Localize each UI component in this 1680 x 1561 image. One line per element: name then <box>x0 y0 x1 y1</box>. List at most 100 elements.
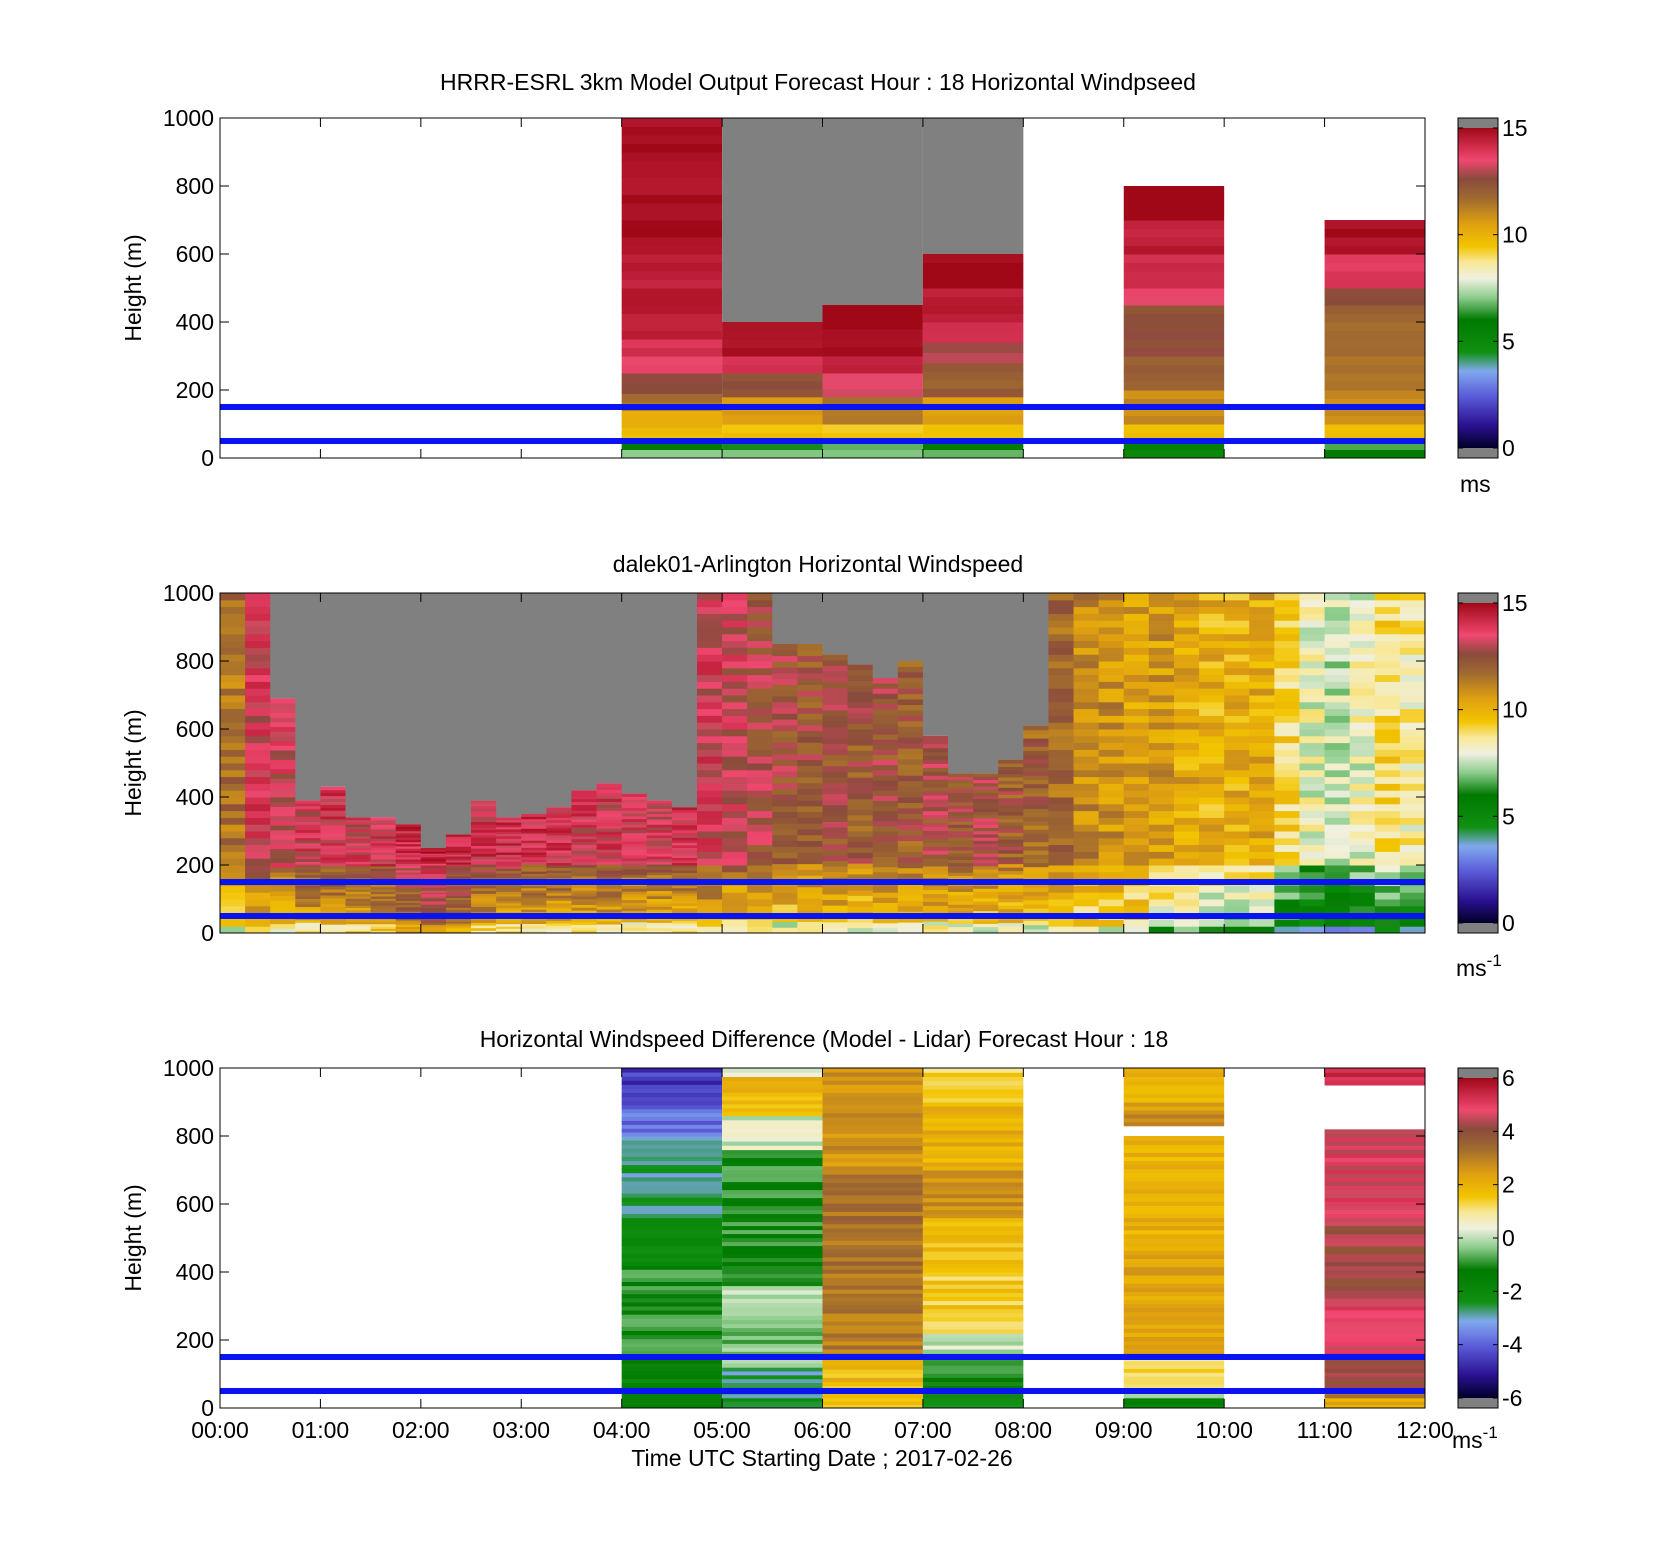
heatmap-cell <box>596 804 623 808</box>
heatmap-cell <box>696 742 723 750</box>
heatmap-cell <box>822 1325 923 1330</box>
heatmap-cell <box>797 742 823 749</box>
heatmap-cell <box>1173 667 1200 676</box>
heatmap-cell <box>1173 593 1200 601</box>
heatmap-cell <box>872 922 899 929</box>
heatmap-cell <box>922 810 949 816</box>
heatmap-cell <box>1324 1269 1425 1275</box>
heatmap-cell <box>872 851 899 857</box>
heatmap-cell <box>521 930 547 934</box>
heatmap-cell <box>1374 681 1401 689</box>
heatmap-cell <box>320 862 347 867</box>
heatmap-cell <box>521 828 547 832</box>
heatmap-cell <box>747 817 773 825</box>
heatmap-cell <box>621 1100 723 1106</box>
heatmap-cell <box>897 720 924 727</box>
heatmap-cell <box>747 640 773 648</box>
heatmap-cell <box>897 786 924 793</box>
heatmap-cell <box>571 850 598 854</box>
heatmap-cell <box>445 899 472 902</box>
heatmap-cell <box>671 860 698 864</box>
heatmap-cell <box>1148 919 1175 927</box>
heatmap-cell <box>496 819 522 823</box>
heatmap-cell <box>496 891 522 895</box>
heatmap-cell <box>370 854 397 858</box>
heatmap-cell <box>822 1194 923 1200</box>
heatmap-cell <box>1199 633 1225 642</box>
heatmap-cell <box>1299 790 1326 798</box>
heatmap-cell <box>646 893 673 897</box>
heatmap-cell <box>922 787 949 792</box>
heatmap-cell <box>245 695 271 703</box>
heatmap-cell <box>295 818 321 823</box>
heatmap-cell <box>948 808 974 813</box>
heatmap-cell <box>1224 640 1250 648</box>
heatmap-cell <box>1324 1383 1425 1389</box>
heatmap-cell <box>621 810 648 814</box>
heatmap-cell <box>822 1285 923 1290</box>
heatmap-cell <box>1299 810 1326 818</box>
heatmap-cell <box>320 900 347 905</box>
heatmap-cell <box>922 1076 1024 1082</box>
heatmap-cell <box>1148 708 1175 716</box>
heatmap-cell <box>922 869 949 875</box>
heatmap-cell <box>621 427 723 435</box>
heatmap-cell <box>948 923 974 928</box>
heatmap-cell <box>671 849 698 853</box>
heatmap-cell <box>320 894 347 899</box>
heatmap-cell <box>1374 844 1401 852</box>
heatmap-cell <box>1349 885 1376 893</box>
heatmap-cell <box>345 817 372 821</box>
heatmap-cell <box>797 805 823 813</box>
heatmap-cell <box>1324 1265 1425 1271</box>
heatmap-cell <box>747 613 773 621</box>
heatmap-cell <box>1374 783 1401 791</box>
heatmap-cell <box>646 866 673 870</box>
heatmap-cell <box>1023 725 1049 731</box>
heatmap-cell <box>496 919 522 922</box>
heatmap-cell <box>295 877 321 881</box>
heatmap-cell <box>822 1349 923 1354</box>
heatmap-cell <box>922 352 1024 364</box>
heatmap-cell <box>1249 824 1275 832</box>
heatmap-cell <box>320 903 347 908</box>
heatmap-cell <box>1324 313 1425 323</box>
heatmap-cell <box>847 814 874 821</box>
no-data-cell <box>646 593 673 801</box>
heatmap-cell <box>220 749 246 757</box>
heatmap-cell <box>772 690 798 697</box>
heatmap-cell <box>671 902 698 906</box>
heatmap-cell <box>496 926 522 929</box>
heatmap-cell <box>1023 771 1049 776</box>
heatmap-cell <box>1374 722 1401 730</box>
heatmap-cell <box>596 828 623 832</box>
heatmap-cell <box>1324 593 1351 601</box>
heatmap-cell <box>646 901 673 905</box>
heatmap-cell <box>722 1088 823 1093</box>
heatmap-cell <box>1249 695 1275 703</box>
heatmap-cell <box>722 1153 823 1159</box>
y-tick-label: 400 <box>176 784 214 810</box>
heatmap-cell <box>596 891 623 895</box>
heatmap-cell <box>295 842 321 846</box>
heatmap-cell <box>1224 837 1250 846</box>
heatmap-cell <box>1023 754 1049 760</box>
heatmap-cell <box>671 844 698 848</box>
heatmap-cell <box>822 1252 923 1258</box>
heatmap-cell <box>1349 844 1376 852</box>
heatmap-cell <box>722 1084 823 1089</box>
heatmap-cell <box>948 869 974 873</box>
heatmap-cell <box>1123 1156 1225 1161</box>
y-tick-label: 800 <box>176 173 214 199</box>
heatmap-cell <box>998 804 1024 809</box>
heatmap-cell <box>1048 926 1075 934</box>
heatmap-cell <box>948 894 974 899</box>
heatmap-cell <box>1148 790 1175 798</box>
heatmap-cell <box>822 882 849 889</box>
heatmap-cell <box>1374 803 1401 812</box>
heatmap-cell <box>395 837 422 840</box>
heatmap-cell <box>646 824 673 828</box>
heatmap-cell <box>621 1217 723 1223</box>
heatmap-cell <box>948 779 974 784</box>
heatmap-cell <box>822 346 923 357</box>
